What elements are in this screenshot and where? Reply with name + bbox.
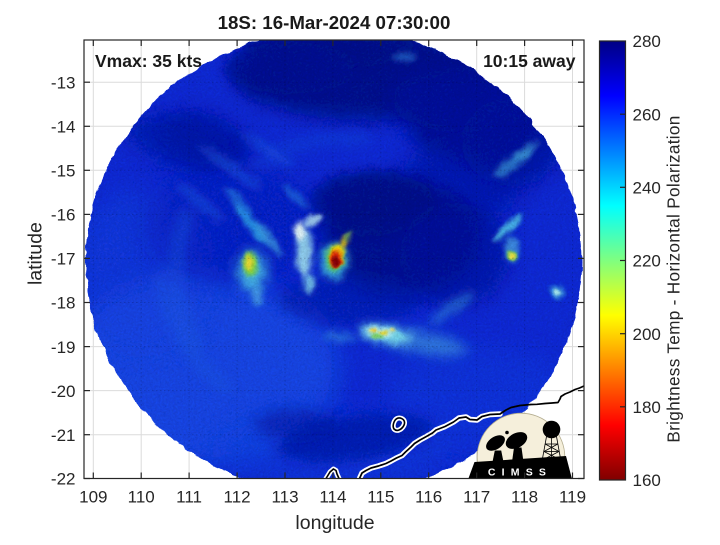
svg-text:Brightness Temp - Horizontal P: Brightness Temp - Horizontal Polarizatio… xyxy=(664,115,684,442)
svg-text:260: 260 xyxy=(633,105,661,124)
svg-text:116: 116 xyxy=(415,488,442,507)
svg-text:240: 240 xyxy=(633,179,661,198)
svg-text:-20: -20 xyxy=(51,382,76,401)
svg-text:111: 111 xyxy=(176,488,202,507)
svg-text:-17: -17 xyxy=(51,250,76,269)
svg-text:113: 113 xyxy=(271,488,298,507)
svg-text:160: 160 xyxy=(633,471,661,490)
svg-text:-22: -22 xyxy=(51,470,76,489)
svg-text:18S: 16-Mar-2024 07:30:00: 18S: 16-Mar-2024 07:30:00 xyxy=(218,12,451,33)
svg-text:latitude: latitude xyxy=(25,222,47,285)
svg-text:Vmax: 35 kts: Vmax: 35 kts xyxy=(95,51,202,71)
svg-text:-15: -15 xyxy=(51,162,76,181)
svg-text:-21: -21 xyxy=(51,426,76,445)
svg-text:-18: -18 xyxy=(51,294,76,313)
svg-text:115: 115 xyxy=(367,488,394,507)
svg-text:180: 180 xyxy=(633,398,661,417)
svg-text:longitude: longitude xyxy=(295,512,374,534)
svg-text:10:15 away: 10:15 away xyxy=(483,51,576,71)
svg-text:-13: -13 xyxy=(51,73,76,92)
svg-text:114: 114 xyxy=(319,488,346,507)
svg-text:-19: -19 xyxy=(51,338,76,357)
svg-text:117: 117 xyxy=(463,488,490,507)
svg-text:110: 110 xyxy=(128,488,155,507)
svg-text:200: 200 xyxy=(633,325,661,344)
svg-text:220: 220 xyxy=(633,252,661,271)
svg-text:109: 109 xyxy=(79,488,107,507)
svg-text:118: 118 xyxy=(511,488,538,507)
svg-text:112: 112 xyxy=(224,488,251,507)
svg-text:119: 119 xyxy=(559,488,586,507)
svg-text:CIMSS: CIMSS xyxy=(488,467,552,479)
svg-text:280: 280 xyxy=(633,32,661,51)
svg-text:-16: -16 xyxy=(51,206,76,225)
svg-text:-14: -14 xyxy=(51,118,76,137)
